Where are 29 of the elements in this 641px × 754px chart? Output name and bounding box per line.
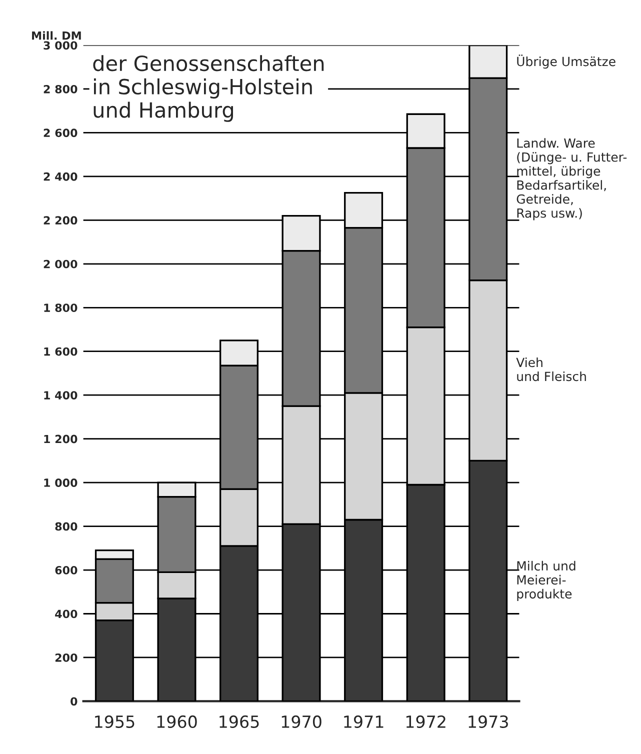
y-tick-label: 2 200	[44, 216, 78, 225]
x-tick-label: 1955	[95, 715, 134, 728]
y-tick-label: 600	[55, 566, 78, 574]
x-tick-label: 1965	[220, 715, 259, 728]
text: der Genossenschaften in Schleswig-Holstein und Hamburg	[93, 55, 324, 122]
y-tick-label: 1 200	[44, 434, 78, 444]
x-tick-label: 1971	[344, 715, 384, 728]
x-tick-label: 1960	[157, 715, 197, 728]
y-tick-label: 2 600	[44, 128, 78, 138]
y-tick-label: 1 800	[44, 304, 78, 312]
y-tick-label: 1 600	[44, 347, 78, 356]
y-tick-label: 1 400	[44, 391, 78, 400]
x-tick-label: 1972	[406, 715, 446, 728]
y-tick-label: 2 800	[44, 84, 78, 94]
y-tick-label: 1 000	[44, 478, 78, 487]
series-label: Übrige Umsätze	[517, 54, 616, 69]
series-label: Milch und Meierei- produkte	[517, 560, 576, 602]
x-tick-label: 1970	[282, 715, 322, 728]
series-label: Vieh und Fleisch	[516, 357, 586, 382]
y-tick-label: 2 400	[44, 172, 78, 181]
y-tick-label: 200	[55, 653, 78, 662]
x-tick-label: 1973	[468, 715, 508, 728]
y-tick-label: 3 000	[44, 41, 78, 50]
y-tick-label: 0	[70, 697, 78, 706]
y-tick-label: 2 000	[44, 260, 78, 268]
y-tick-label: 800	[55, 522, 78, 531]
series-label: Landw. Ware (Dünge- u. Futter- mittel, übrige Bedarfsartikel, Getreide, Raps usw.)	[516, 138, 627, 220]
y-tick-label: 400	[55, 610, 78, 618]
y-axis-title: Mill. DM	[32, 31, 81, 40]
